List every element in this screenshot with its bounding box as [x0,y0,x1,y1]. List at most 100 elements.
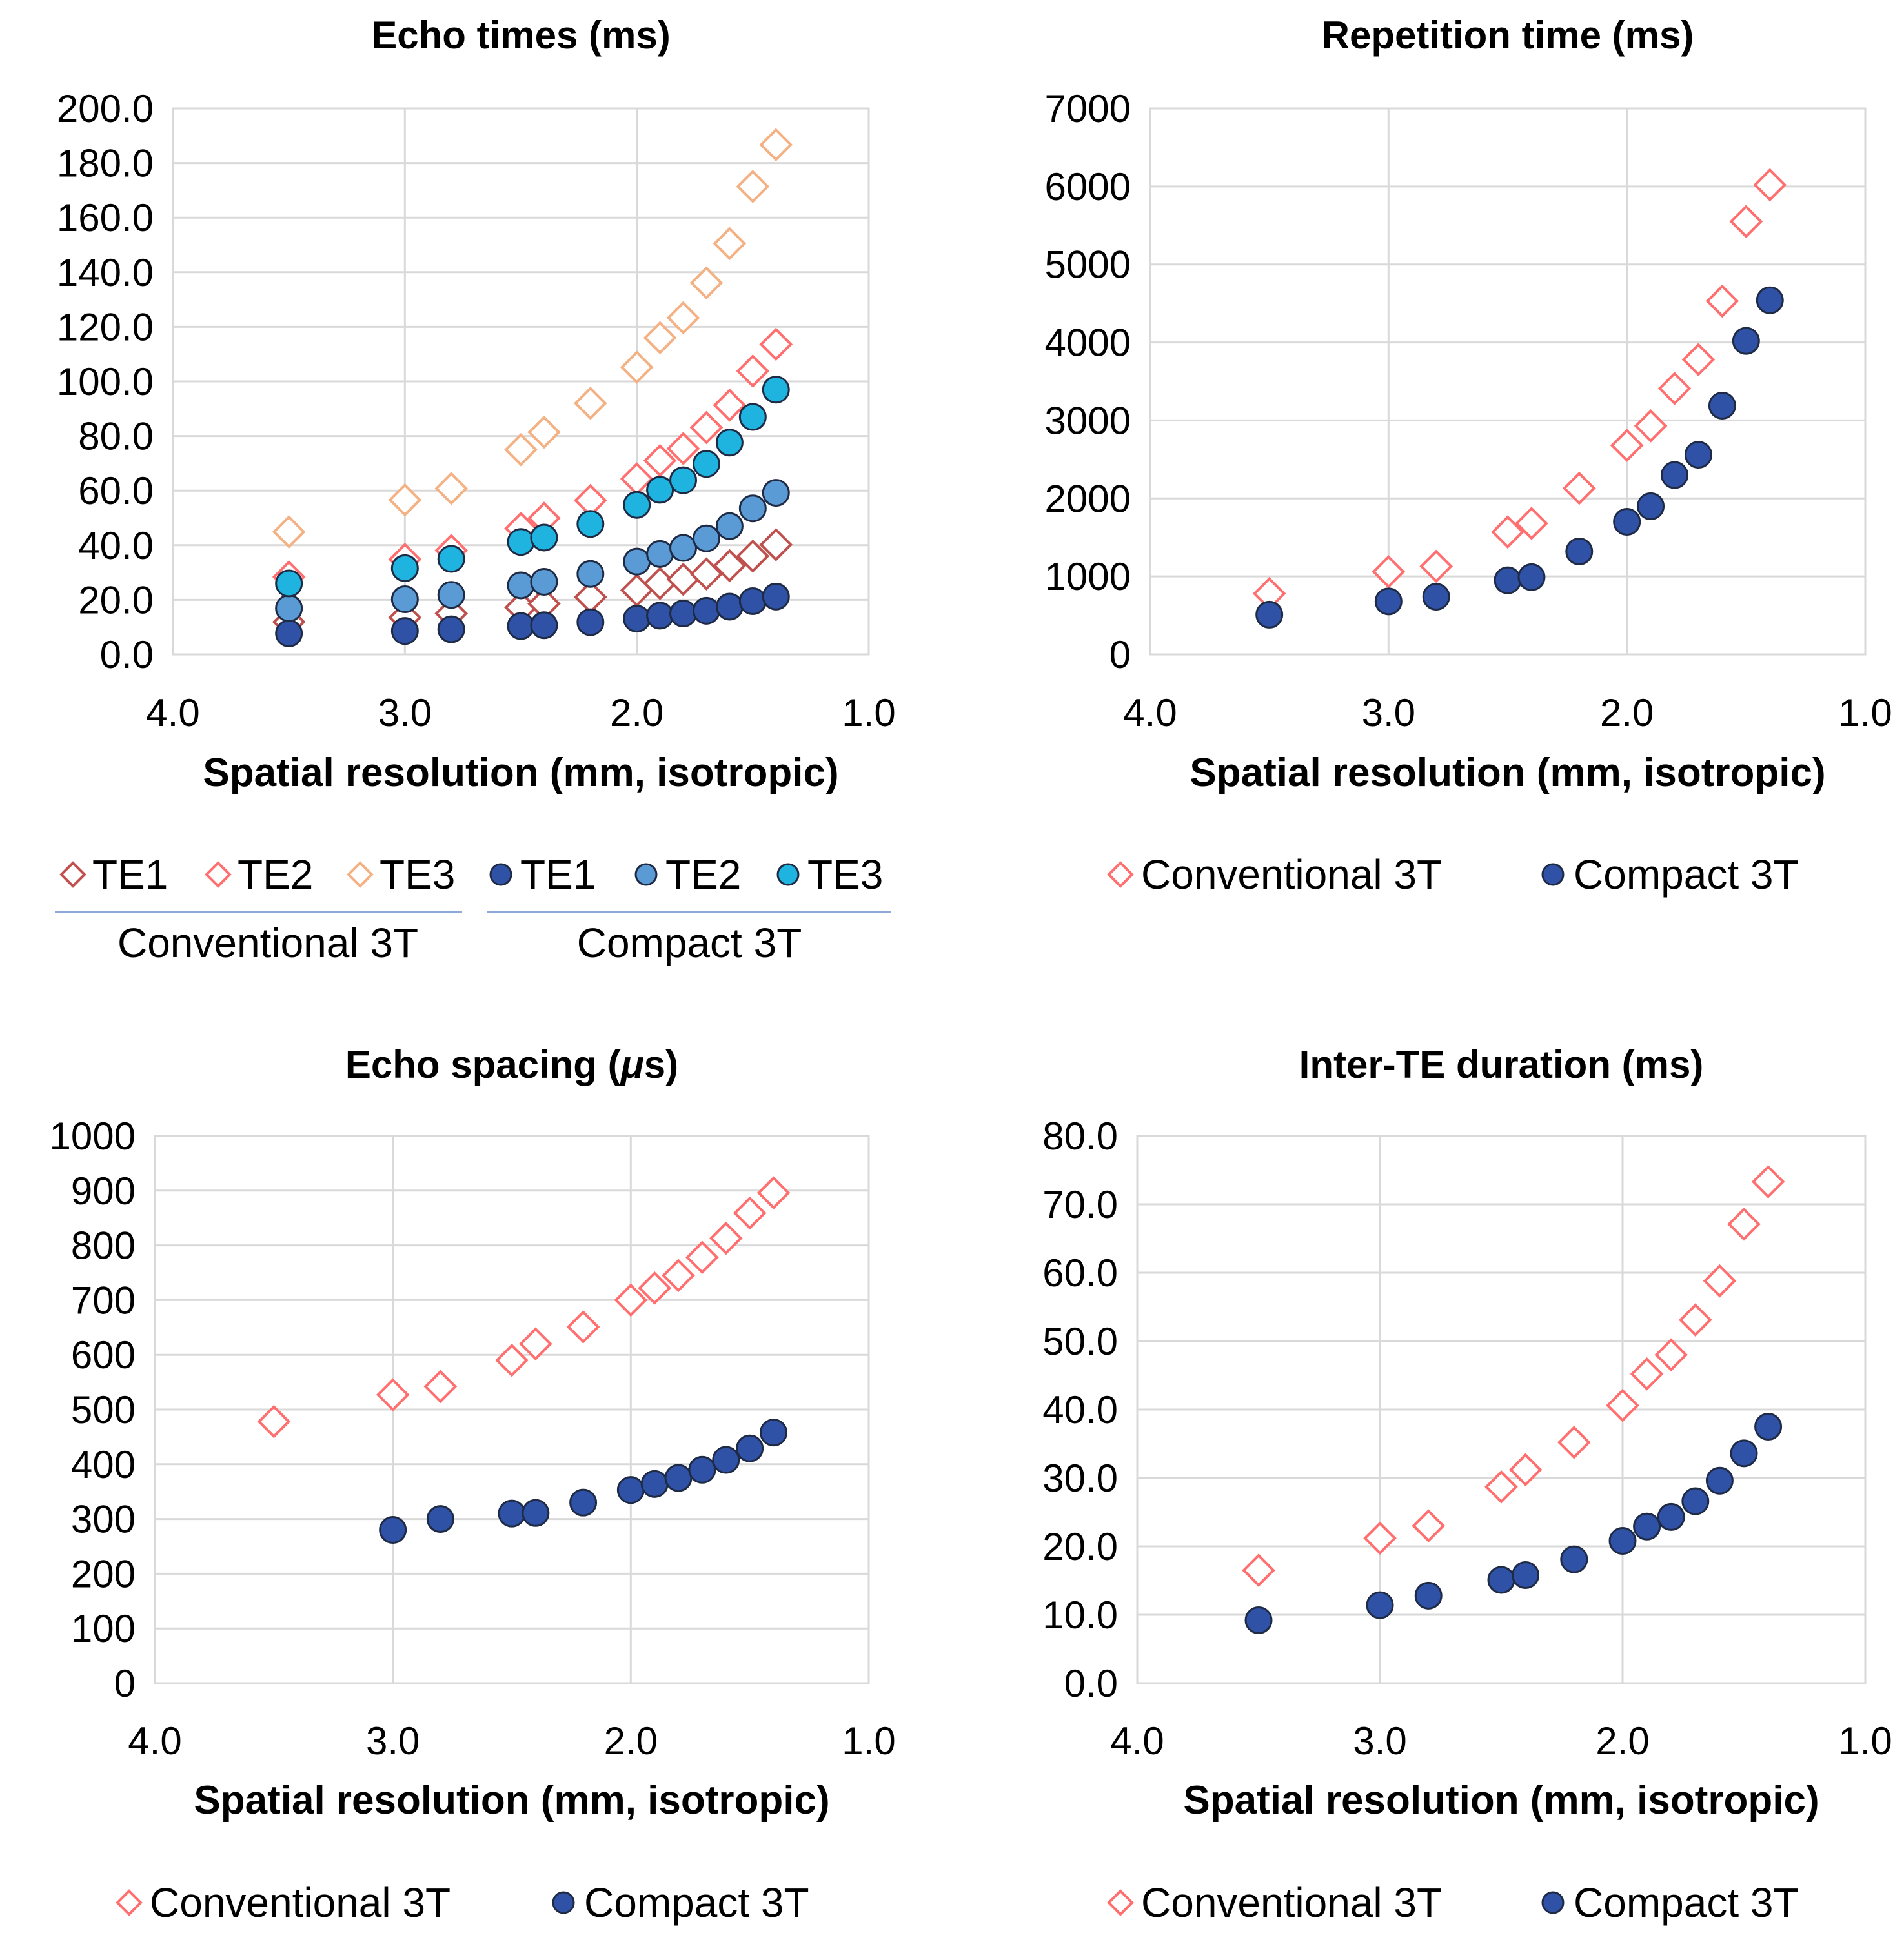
y-tick-label: 1000 [1045,555,1131,598]
data-point [1608,1527,1637,1555]
legend-marker [634,863,658,886]
data-point [275,569,303,598]
x-tick-label: 3.0 [378,691,432,734]
legend-marker [347,861,374,888]
repetition-time-chart: Repetition time (ms) 4.0 3.0 2.0 1.0 0 1000 200… [1045,14,1892,898]
data-point [437,615,465,643]
data-point [1414,1581,1443,1610]
legend-label: Compact 3T [1574,851,1799,898]
data-point [507,571,535,600]
data-point [685,1240,719,1275]
data-point [1681,343,1716,376]
data-point [527,415,561,449]
data-point [643,321,677,355]
data-point [662,1259,695,1293]
data-point [530,523,558,552]
y-tick-label: 0 [114,1662,136,1705]
y-tick-label: 600 [71,1333,136,1377]
data-point [1244,1606,1273,1634]
y-tick-label: 40.0 [78,524,154,567]
y-tick-label: 7000 [1045,87,1131,130]
data-point [1255,600,1284,629]
data-point [762,479,790,507]
data-point [692,596,720,625]
legend-marker [1107,861,1134,888]
data-point [1756,286,1784,314]
legend-marker [1107,1889,1134,1916]
data-point [669,534,698,562]
data-point [576,510,605,538]
data-point [1515,507,1548,540]
y-tick-label: 20.0 [1042,1525,1118,1568]
y-tick-label: 5000 [1045,243,1131,287]
data-point [669,466,698,494]
x-tick-label: 3.0 [1353,1719,1406,1763]
data-point [1634,409,1668,443]
x-tick-label: 4.0 [128,1719,181,1763]
series-4 [275,479,790,623]
data-point [616,1476,645,1504]
data-point [640,1470,669,1498]
data-point [689,410,724,445]
y-tick-label: 3000 [1045,399,1131,442]
data-point [1657,372,1692,405]
y-tick-label: 50.0 [1042,1320,1118,1363]
data-point [623,491,651,519]
y-tick-label: 40.0 [1042,1388,1118,1431]
y-tick-label: 140.0 [57,251,154,294]
data-point [272,515,306,549]
legend-marker [776,863,800,886]
series-0 [1252,168,1787,611]
data-point [688,1455,716,1484]
data-point [620,350,654,384]
y-tick-label: 80.0 [1042,1115,1118,1158]
y-tick-label: 60.0 [78,469,154,512]
data-point [709,1221,743,1255]
legend-label: TE3 [380,851,455,898]
series-2 [272,128,793,549]
data-point [1363,1521,1397,1555]
legend-marker [489,863,512,886]
chart-title: Inter-TE duration (ms) [1299,1043,1704,1086]
data-point [760,1419,788,1447]
data-point [759,128,793,162]
data-point [623,547,651,576]
x-axis-title: Spatial resolution (mm, isotropic) [203,751,838,795]
x-axis-title: Spatial resolution (mm, isotropic) [1190,751,1825,795]
data-point [1657,1502,1685,1531]
y-tick-label: 180.0 [57,142,154,185]
data-point [715,592,744,621]
data-point [1654,1338,1688,1372]
x-tick-label: 1.0 [1838,691,1892,734]
data-point [1419,549,1453,583]
series-1 [1255,286,1784,629]
x-tick-label: 4.0 [1123,691,1177,734]
y-tick-label: 4000 [1045,321,1131,365]
legend-label: Compact 3T [584,1879,809,1926]
data-point [692,524,720,552]
chart-title: Echo times (ms) [371,14,670,57]
data-point [638,1271,672,1305]
legend-group-label: Compact 3T [577,920,802,966]
data-point [762,376,790,404]
x-tick-label: 2.0 [610,691,663,734]
data-point [1557,1426,1591,1459]
legend-marker [116,1889,143,1916]
y-tick-label: 200.0 [57,87,154,130]
data-point [759,327,793,361]
legend-label: TE2 [238,851,313,898]
data-point [738,587,767,616]
chart-title-tail: s) [644,1043,678,1086]
data-point [530,611,558,640]
legend-marker [59,861,86,888]
data-point [388,483,422,517]
x-tick-label: 3.0 [366,1719,420,1763]
y-tick-label: 100 [71,1607,136,1650]
y-tick-label: 1000 [50,1115,136,1158]
x-tick-label: 3.0 [1362,691,1415,734]
data-point [666,562,700,596]
data-point [712,1446,740,1474]
plot-area [154,1135,870,1684]
data-point [666,432,700,465]
data-point [1727,1207,1761,1241]
